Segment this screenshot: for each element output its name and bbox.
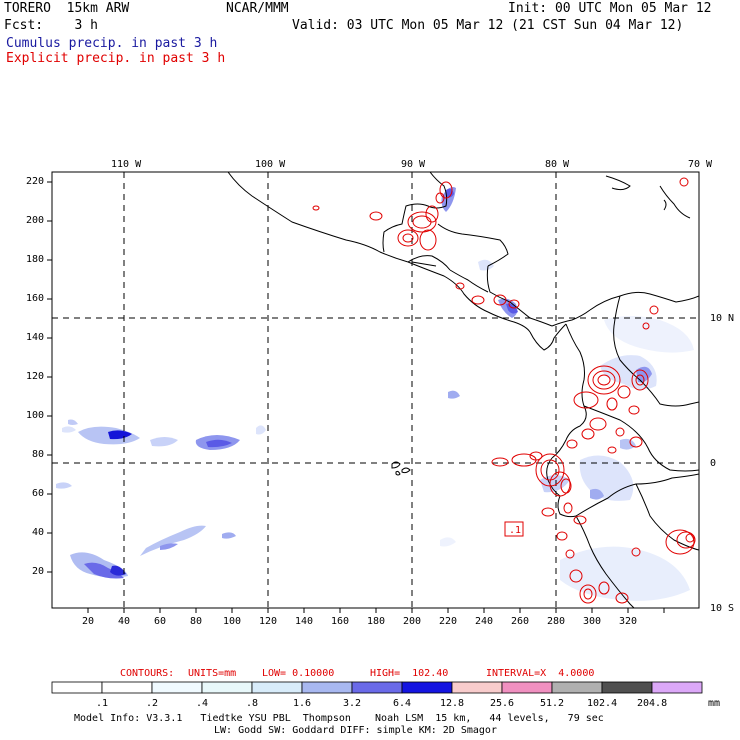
x-tick-label: 300	[583, 616, 602, 627]
colorbar-level-label: 3.2	[343, 698, 362, 709]
colorbar-level-label: 12.8	[440, 698, 465, 709]
y-tick-label: 20	[32, 566, 45, 577]
lon-label-110w: 110 W	[111, 159, 142, 170]
model-info-line2: LW: Godd SW: Goddard DIFF: simple KM: 2D…	[214, 725, 497, 736]
x-tick-label: 260	[511, 616, 530, 627]
y-tick-label: 180	[26, 254, 45, 265]
lon-label-90w: 90 W	[401, 159, 426, 170]
colorbar-swatch	[251, 681, 303, 694]
colorbar	[51, 681, 703, 694]
lon-label-80w: 80 W	[545, 159, 570, 170]
contour-label: .1	[509, 525, 521, 536]
x-tick-label: 280	[547, 616, 566, 627]
colorbar-level-label: 25.6	[490, 698, 515, 709]
cumulus-precip-shading	[56, 187, 694, 601]
x-tick-label: 320	[619, 616, 638, 627]
forecast-hour: Fcst: 3 h	[4, 18, 98, 33]
y-tick-label: 140	[26, 332, 45, 343]
colorbar-level-label: 6.4	[393, 698, 412, 709]
x-tick-label: 140	[295, 616, 314, 627]
colorbar-swatch	[601, 681, 653, 694]
colorbar-level-label: 204.8	[637, 698, 668, 709]
y-tick-label: 40	[32, 527, 45, 538]
colorbar-level-label: 51.2	[540, 698, 565, 709]
lon-label-70w: 70 W	[688, 159, 713, 170]
field-title-explicit: Explicit precip. in past 3 h	[6, 51, 226, 66]
init-time: Init: 00 UTC Mon 05 Mar 12	[508, 1, 712, 16]
colorbar-unit: mm	[708, 698, 721, 709]
colorbar-level-label: 102.4	[587, 698, 618, 709]
x-tick-label: 60	[154, 616, 167, 627]
x-tick-label: 80	[190, 616, 203, 627]
colorbar-swatch	[401, 681, 453, 694]
lat-label-10s: 10 S	[710, 603, 735, 614]
colorbar-level-label: .4	[196, 698, 209, 709]
field-title-cumulus: Cumulus precip. in past 3 h	[6, 36, 218, 51]
y-tick-label: 60	[32, 488, 45, 499]
colorbar-level-label: .2	[146, 698, 159, 709]
center-name: NCAR/MMM	[226, 1, 289, 16]
x-tick-label: 100	[223, 616, 242, 627]
x-tick-label: 180	[367, 616, 386, 627]
x-tick-label: 40	[118, 616, 131, 627]
map-frame	[51, 171, 700, 609]
y-tick-label: 160	[26, 293, 45, 304]
colorbar-swatch	[501, 681, 553, 694]
model-name: TORERO 15km ARW	[4, 1, 130, 16]
lat-label-0: 0	[710, 458, 717, 469]
x-tick-label: 160	[331, 616, 350, 627]
contours-label: CONTOURS:	[120, 668, 175, 679]
x-tick-label: 240	[475, 616, 494, 627]
y-tick-label: 120	[26, 371, 45, 382]
colorbar-level-label: .1	[96, 698, 109, 709]
model-info-line1: Model Info: V3.3.1 Tiedtke YSU PBL Thomp…	[74, 713, 604, 724]
colorbar-swatch	[351, 681, 403, 694]
x-tick-label: 120	[259, 616, 278, 627]
y-tick-label: 100	[26, 410, 45, 421]
y-tick-label: 220	[26, 176, 45, 187]
colorbar-swatch	[51, 681, 103, 694]
coastlines	[227, 172, 699, 608]
y-tick-label: 80	[32, 449, 45, 460]
lat-label-10n: 10 N	[710, 313, 735, 324]
valid-time: Valid: 03 UTC Mon 05 Mar 12 (21 CST Sun …	[292, 18, 684, 33]
contours-units: UNITS=mm	[188, 668, 237, 679]
colorbar-swatch	[101, 681, 153, 694]
colorbar-level-label: 1.6	[293, 698, 312, 709]
colorbar-swatch	[551, 681, 603, 694]
lat-lon-grid	[52, 172, 699, 608]
colorbar-swatch	[451, 681, 503, 694]
x-tick-label: 20	[82, 616, 95, 627]
colorbar-swatch	[201, 681, 253, 694]
contours-high: HIGH= 102.40	[370, 668, 449, 679]
colorbar-swatch	[301, 681, 353, 694]
y-tick-label: 200	[26, 215, 45, 226]
explicit-precip-contours	[312, 177, 696, 604]
axis-ticks	[47, 181, 665, 613]
x-tick-label: 200	[403, 616, 422, 627]
contours-interval: INTERVAL=X 4.0000	[486, 668, 595, 679]
lon-label-100w: 100 W	[255, 159, 286, 170]
x-tick-label: 220	[439, 616, 458, 627]
contours-low: LOW= 0.10000	[262, 668, 335, 679]
colorbar-swatch	[651, 681, 703, 694]
colorbar-swatch	[151, 681, 203, 694]
colorbar-level-label: .8	[246, 698, 259, 709]
